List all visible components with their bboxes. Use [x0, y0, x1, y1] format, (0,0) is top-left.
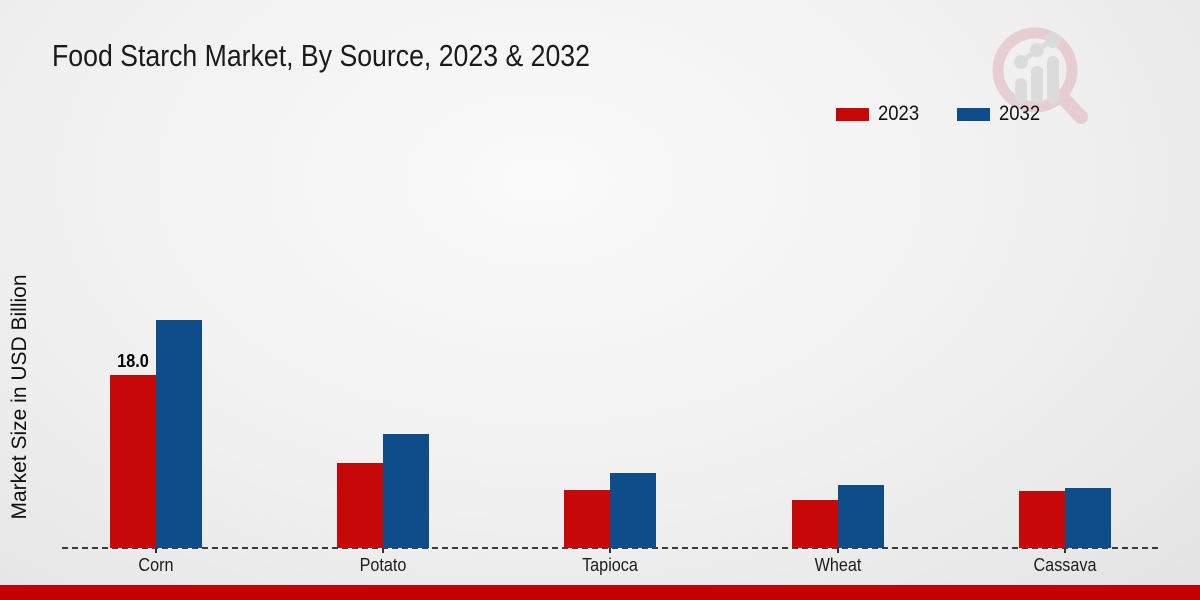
category-label-tapioca: Tapioca [582, 555, 638, 575]
x-axis-tick [155, 548, 157, 553]
category-label-potato: Potato [359, 555, 407, 575]
legend-label: 2023 [878, 102, 920, 125]
legend: 2023 2032 [836, 102, 1045, 126]
category-label-corn: Corn [138, 555, 174, 575]
bottom-accent-band [0, 585, 1200, 600]
legend-label: 2032 [998, 102, 1040, 125]
x-axis-tick [1064, 548, 1066, 553]
bar-cassava-2032 [1065, 488, 1111, 548]
bar-cassava-2023 [1019, 491, 1065, 548]
bar-corn-2023 [110, 375, 156, 548]
x-axis-tick [382, 548, 384, 553]
bar-corn-2032 [156, 320, 202, 548]
bar-wheat-2032 [838, 484, 884, 548]
magnifier-bar-chart-logo-icon [992, 27, 1088, 124]
y-axis-label: Market Size in USD Billion [8, 274, 31, 520]
legend-item-2023: 2023 [836, 102, 925, 126]
category-label-cassava: Cassava [1033, 555, 1097, 575]
chart-title: Food Starch Market, By Source, 2023 & 20… [52, 38, 590, 73]
bar-value-label: 18.0 [117, 351, 149, 371]
bar-tapioca-2023 [564, 490, 610, 548]
x-axis-tick [837, 548, 839, 553]
category-label-wheat: Wheat [814, 555, 862, 575]
legend-swatch-2032 [956, 107, 990, 121]
legend-swatch-2023 [836, 107, 869, 121]
bar-potato-2032 [383, 433, 429, 548]
legend-item-2032: 2032 [956, 102, 1046, 126]
bar-potato-2023 [337, 462, 383, 548]
bar-wheat-2023 [792, 499, 838, 548]
x-axis-tick [609, 548, 611, 553]
bar-tapioca-2032 [610, 473, 656, 548]
